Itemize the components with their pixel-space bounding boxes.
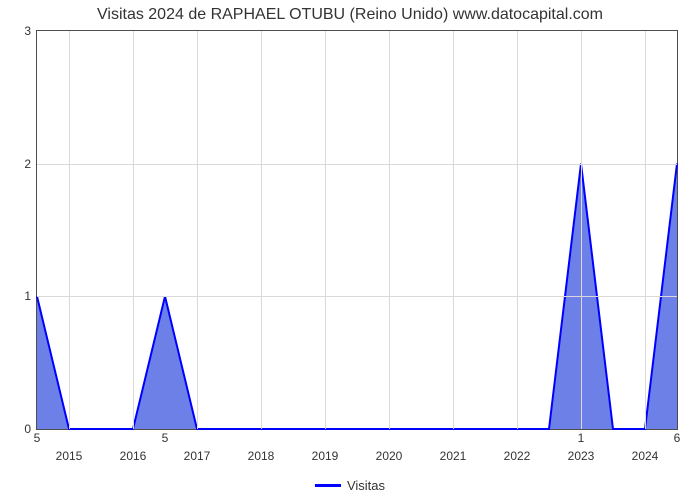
y-tick-label: 1 [24,289,37,303]
x-tick-label: 2015 [56,429,83,463]
grid-line-vertical [517,31,518,429]
data-point-label: 6 [674,431,681,445]
x-tick-label: 2021 [440,429,467,463]
data-point-label: 5 [162,431,169,445]
y-tick-label: 3 [24,24,37,38]
x-tick-label: 2020 [376,429,403,463]
chart-title: Visitas 2024 de RAPHAEL OTUBU (Reino Uni… [0,0,700,24]
x-tick-label: 2016 [120,429,147,463]
x-tick-label: 2022 [504,429,531,463]
data-point-label: 1 [578,431,585,445]
data-point-label: 5 [34,431,41,445]
legend-label: Visitas [347,478,385,493]
grid-line-vertical [325,31,326,429]
legend: Visitas [315,478,385,493]
grid-line-vertical [197,31,198,429]
grid-line-vertical [645,31,646,429]
x-tick-label: 2024 [632,429,659,463]
grid-line-vertical [133,31,134,429]
grid-line-vertical [389,31,390,429]
chart-container: Visitas 2024 de RAPHAEL OTUBU (Reino Uni… [0,0,700,500]
grid-line-vertical [69,31,70,429]
x-tick-label: 2019 [312,429,339,463]
legend-swatch [315,484,341,487]
grid-line-vertical [261,31,262,429]
grid-line-vertical [453,31,454,429]
plot-area: 0123201520162017201820192020202120222023… [36,30,678,430]
x-tick-label: 2017 [184,429,211,463]
y-tick-label: 2 [24,157,37,171]
grid-line-vertical [581,31,582,429]
x-tick-label: 2018 [248,429,275,463]
